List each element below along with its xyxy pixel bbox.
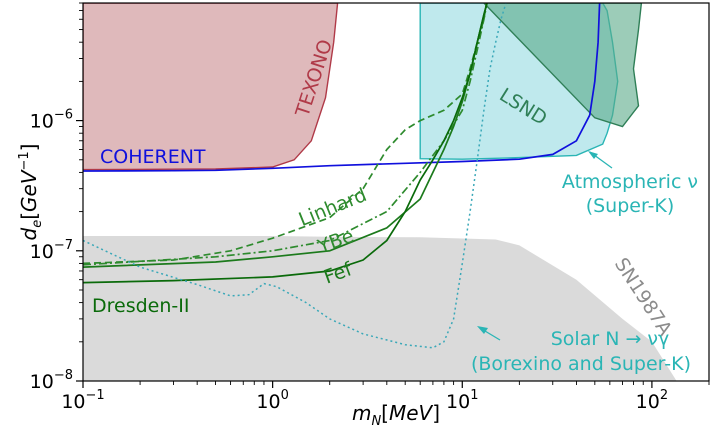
atmospheric-arrowhead: [588, 151, 598, 159]
label-atmospheric-sub: (Super-K): [586, 195, 675, 217]
y-tick-label: 10−8: [30, 368, 73, 393]
series-coherent: [83, 3, 601, 172]
y-axis-label: de[GeV−1]: [17, 144, 45, 241]
label-coherent: COHERENT: [100, 146, 206, 168]
label-solar: Solar N → νγ: [551, 328, 670, 350]
plot-frame: [82, 2, 710, 382]
x-tick-label: 102: [636, 388, 668, 413]
label-solar-sub: (Borexino and Super-K): [471, 353, 691, 375]
solar-arrowhead: [477, 326, 488, 334]
y-tick-label: 10−6: [30, 108, 73, 133]
x-axis-label: mN[MeV]: [352, 401, 440, 429]
series-ybe: [83, 3, 488, 266]
x-tick-label: 100: [256, 388, 288, 413]
region-sn1987a: [83, 236, 677, 381]
x-tick-label: 10−1: [61, 388, 104, 413]
x-tick-label: 101: [446, 388, 478, 413]
series-dresden-ii: [83, 3, 488, 284]
y-tick-label: 10−7: [30, 238, 73, 263]
series-linhard: [83, 3, 488, 265]
region-texono: [83, 3, 339, 171]
label-atmospheric: Atmospheric ν: [562, 171, 698, 193]
label-linhard: Linhard: [296, 184, 370, 231]
region-lsnd: [482, 3, 643, 128]
label-dresden: Dresden-II: [92, 295, 189, 317]
